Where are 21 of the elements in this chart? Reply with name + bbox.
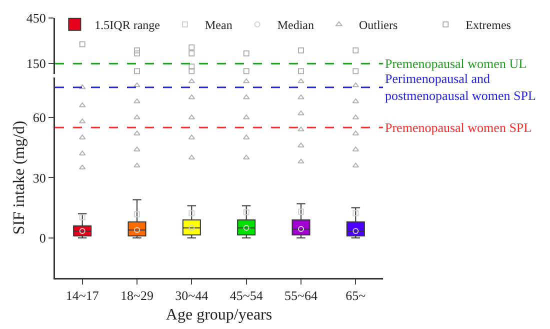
x-tick-label: 14~17	[66, 288, 100, 304]
y-tick-label: 30	[32, 170, 46, 186]
ref-line-label: Perimenopausal and postmenopausal women SPL	[385, 71, 536, 103]
ref-line-label: Premenopausal women SPL	[385, 120, 532, 135]
x-tick-label: 45~54	[230, 288, 264, 304]
x-tick-label: 18~29	[120, 288, 154, 304]
y-tick-label: 450	[26, 10, 46, 26]
legend-label: Extremes	[466, 18, 512, 32]
y-tick-label: 150	[26, 56, 46, 72]
y-tick-label: 0	[39, 230, 46, 246]
legend-label: Median	[277, 18, 314, 32]
y-tick-label: 60	[32, 110, 46, 126]
x-tick-label: 55~64	[284, 288, 318, 304]
x-axis-title: Age group/years	[166, 306, 272, 324]
ref-line-label: Premenopausal women UL	[385, 56, 527, 71]
legend-label: Mean	[205, 18, 232, 32]
y-axis-title: SIF intake (mg/d)	[11, 120, 28, 235]
legend-label: 1.5IQR range	[94, 18, 160, 32]
legend-label: Outliers	[358, 18, 398, 32]
x-tick-label: 30~44	[175, 288, 209, 304]
x-tick-label: 65~	[346, 288, 366, 304]
